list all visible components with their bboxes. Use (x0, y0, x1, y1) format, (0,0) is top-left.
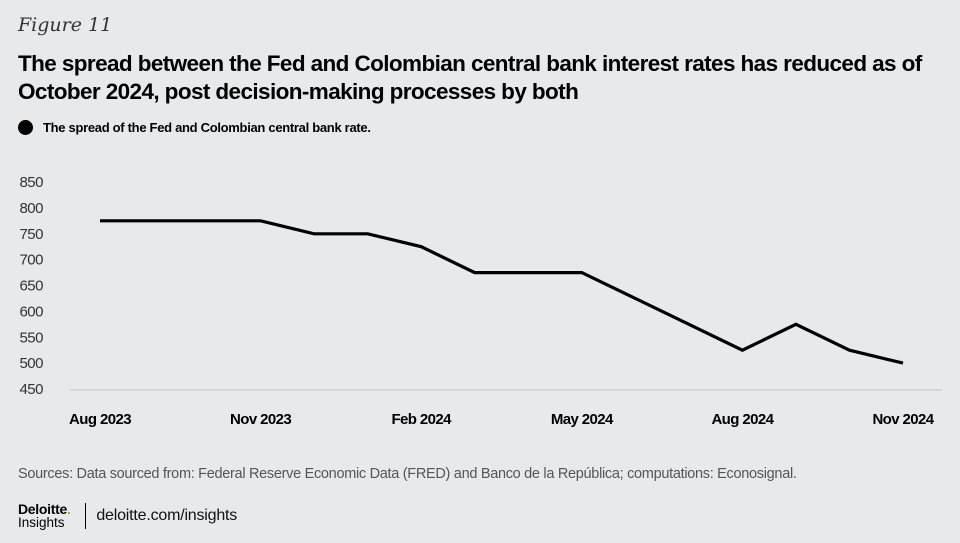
y-tick-label: 450 (19, 381, 43, 398)
site-link[interactable]: deloitte.com/insights (96, 507, 238, 524)
y-tick-label: 850 (19, 174, 43, 191)
figure-label: Figure 11 (18, 14, 113, 36)
series-line (100, 219, 904, 365)
logo-green-dot: . (66, 501, 71, 517)
x-tick-label: Aug 2024 (711, 411, 774, 428)
deloitte-insights-logo: Deloitte. Insights (18, 501, 71, 530)
x-tick-label: Aug 2023 (69, 411, 131, 428)
footer-divider (84, 503, 87, 529)
y-tick-label: 800 (19, 200, 43, 217)
logo-sub: Insights (18, 515, 65, 530)
y-tick-label: 650 (19, 278, 43, 295)
x-axis: Aug 2023 Nov 2023 Feb 2024 May 2024 Aug 2024… (69, 411, 935, 428)
legend-label: The spread of the Fed and Colombian cent… (43, 120, 371, 135)
x-tick-label: May 2024 (551, 411, 614, 428)
y-axis: 850 800 750 700 650 600 550 500 450 (19, 174, 43, 398)
logo-main: Deloitte (18, 501, 67, 517)
source-note: Sources: Data sourced from: Federal Rese… (18, 466, 797, 482)
legend-marker-icon (18, 120, 33, 135)
chart-title: The spread between the Fed and Colombian… (18, 51, 922, 104)
y-tick-label: 500 (19, 355, 43, 372)
y-tick-label: 700 (19, 252, 43, 269)
footer: Deloitte. Insights deloitte.com/insights (18, 501, 238, 530)
y-tick-label: 600 (19, 303, 43, 320)
y-tick-label: 750 (19, 226, 43, 243)
y-tick-label: 550 (19, 329, 43, 346)
x-tick-label: Nov 2024 (872, 411, 934, 428)
series-group (100, 219, 904, 365)
x-tick-label: Feb 2024 (391, 411, 452, 428)
x-tick-label: Nov 2023 (230, 411, 291, 428)
legend: The spread of the Fed and Colombian cent… (18, 120, 371, 135)
line-chart: 850 800 750 700 650 600 550 500 450 Aug 2023 Nov … (19, 174, 942, 428)
